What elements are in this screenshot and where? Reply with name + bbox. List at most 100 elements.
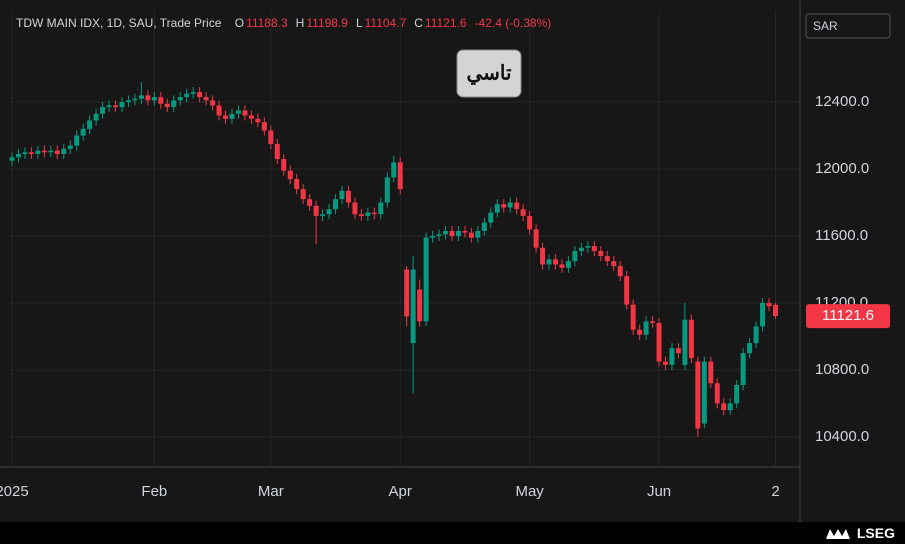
candle-body [235,110,241,114]
candle-body [688,319,694,359]
candle-body [462,230,468,233]
candle-body [61,148,67,154]
logo-icon [826,529,850,539]
candle-body [125,100,131,103]
candle-body [307,199,313,206]
candle-body [339,190,345,200]
candle-body [106,105,112,108]
candle-body [617,266,623,277]
candle-body [449,230,455,236]
candle-body [41,150,47,153]
candle-body [151,97,157,101]
candle-body [760,302,766,327]
candle-body [410,269,416,344]
y-tick-label: 10800.0 [815,361,869,378]
candle-body [132,98,138,101]
last-price-box [806,304,890,329]
candle-body [404,269,410,317]
candle-body [598,251,604,257]
brand: LSEG [856,525,895,541]
footer: LSEG [0,522,905,544]
candle-body [216,105,222,116]
ohlc-value: 11188.3 [246,16,288,30]
candle-body [93,113,99,121]
candle-body [740,353,746,385]
candle-body [578,247,584,252]
candle-body [753,326,759,344]
chart: SAR تاسي 10400.010800.011200.011600.0120… [0,0,891,522]
candle-body [261,122,267,131]
candle-body [54,150,60,154]
candle-body [650,321,656,324]
candle-body [721,403,727,411]
candle-body [443,230,449,235]
candle-body [540,247,546,265]
candle-body [391,162,397,178]
candle-body [417,289,423,322]
ohlc-value: 11121.6 [424,16,467,30]
y-tick-label: 11600.0 [815,227,868,244]
candle-body [611,261,617,267]
candle-body [326,209,332,215]
candle-body [397,162,403,190]
candle-body [287,170,293,180]
candle-body [15,153,21,158]
candle-body [423,237,429,322]
symbol-title: TDW MAIN IDX, 1D, SAU, Trade Price [16,16,222,30]
candle-body [35,150,41,154]
candle-body [300,189,306,200]
candle-body [74,135,80,146]
ohlc-label: O [234,16,245,30]
y-tick-label: 10400.0 [815,428,869,445]
candle-body [559,264,565,268]
candle-body [281,158,287,171]
candle-body [494,204,500,213]
candle-body [553,259,559,265]
candle-body [701,361,707,424]
candle-body [514,202,520,210]
x-tick-label: Mar [258,483,284,500]
candle-body [22,152,28,154]
candle-body [747,343,753,354]
candle-body [455,230,461,236]
candle-body [585,246,591,248]
ohlc-label: H [295,16,305,30]
candle-body [203,97,209,101]
candle-body [527,215,533,230]
candle-body [371,212,377,215]
candle-body [656,323,662,362]
candle-body [365,212,371,216]
last-price-label: 11121.6 [822,307,874,324]
candle-body [488,212,494,223]
x-tick-label: 2025 [0,483,29,500]
candle-body [565,261,571,268]
candle-body [727,403,733,411]
candle-body [773,304,778,317]
candle-body [546,259,552,265]
candle-body [28,152,34,154]
candle-body [119,102,125,108]
candle-body [675,348,681,354]
candle-body [313,205,319,216]
candle-body [669,348,675,365]
currency: SAR [813,19,838,33]
candle-body [274,143,280,159]
candle-body [695,361,701,429]
x-tick-label: Feb [141,483,167,500]
candle-body [268,130,274,144]
candle-body [171,100,177,108]
candle-body [67,145,73,149]
ohlc-label: C [414,16,423,30]
candle-body [164,103,170,108]
x-tick-label: Apr [389,483,412,500]
candle-body [436,234,442,236]
candle-body [630,304,636,330]
candle-body [113,105,119,108]
candle-body [766,302,772,307]
x-tick-label: Jun [647,483,671,500]
currency-box [805,13,891,39]
candle-body [333,199,339,210]
candle-body [663,361,669,365]
candle-body [145,95,151,101]
